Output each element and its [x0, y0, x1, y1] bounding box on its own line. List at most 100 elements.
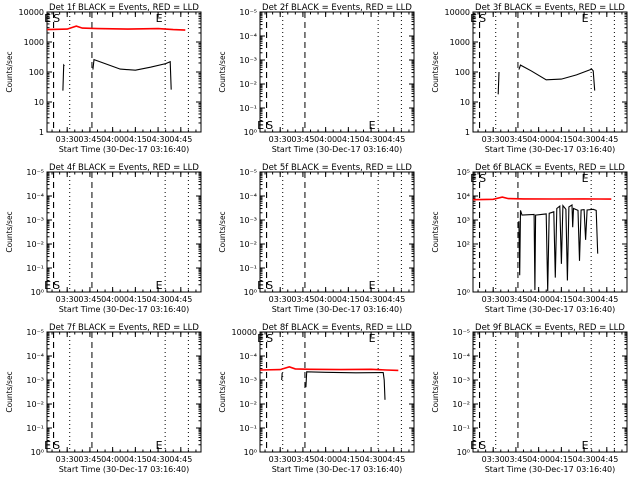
marker-label: E: [369, 279, 376, 292]
x-axis-label: Start Time (30-Dec-17 03:16:40): [272, 305, 403, 314]
x-tick-label: 04:45: [169, 295, 192, 304]
x-tick-label: 04:00: [527, 295, 550, 304]
y-tick-label: 10⁰: [457, 288, 470, 297]
detector-panel-6: Det 6f BLACK = Events, RED = LLD 10⁰ 10² 10…: [431, 163, 628, 314]
x-tick-label: 03:30: [482, 295, 505, 304]
x-tick-label: 04:45: [382, 135, 405, 144]
marker-label: E: [44, 439, 51, 452]
x-tick-label: 03:30: [56, 455, 79, 464]
x-axis-label: Start Time (30-Dec-17 03:16:40): [59, 305, 190, 314]
plot-frame: [259, 171, 415, 293]
x-axis-label: Start Time (30-Dec-17 03:16:40): [485, 465, 616, 474]
y-axis-label: Counts/sec: [5, 51, 14, 92]
plot-frame: [259, 331, 415, 453]
events-series-line: [305, 371, 386, 400]
panel-title: Det 3f BLACK = Events, RED = LLD: [475, 3, 625, 13]
marker-label: E: [582, 439, 589, 452]
y-tick-label: 10⁰: [244, 128, 257, 137]
y-axis-label: Counts/sec: [218, 51, 227, 92]
x-tick-label: 04:45: [382, 455, 405, 464]
marker-label: S: [266, 332, 273, 345]
y-tick-label: 10⁰: [244, 288, 257, 297]
x-tick-label: 04:15: [124, 295, 147, 304]
marker-label: E: [44, 279, 51, 292]
x-tick-label: 03:30: [269, 295, 292, 304]
x-tick-label: 03:30: [56, 135, 79, 144]
y-tick-label: 10⁻²: [26, 240, 44, 249]
y-axis-label: Counts/sec: [218, 371, 227, 412]
y-tick-label: 10⁻⁴: [452, 352, 470, 361]
y-tick-label: 10⁻⁴: [26, 192, 44, 201]
y-tick-label: 10⁻³: [239, 56, 257, 65]
x-tick-label: 03:45: [78, 135, 101, 144]
y-tick-label: 10⁻¹: [26, 424, 44, 433]
x-axis-label: Start Time (30-Dec-17 03:16:40): [485, 305, 616, 314]
x-tick-label: 04:15: [550, 135, 573, 144]
y-tick-label: 10⁻²: [26, 400, 44, 409]
x-tick-label: 03:45: [291, 455, 314, 464]
marker-label: E: [470, 12, 477, 25]
x-tick-label: 03:30: [56, 295, 79, 304]
y-axis-label: Counts/sec: [5, 211, 14, 252]
y-tick-label: 10000: [445, 8, 470, 17]
x-tick-label: 04:15: [550, 455, 573, 464]
y-tick-label: 100: [455, 68, 470, 77]
y-tick-label: 10⁻³: [239, 376, 257, 385]
y-tick-label: 10⁻²: [452, 400, 470, 409]
y-tick-label: 10⁻³: [452, 376, 470, 385]
x-tick-label: 04:45: [169, 455, 192, 464]
y-tick-label: 10⁻³: [26, 376, 44, 385]
y-tick-label: 10⁻²: [239, 400, 257, 409]
y-tick-label: 10⁻¹: [239, 424, 257, 433]
marker-label: E: [257, 279, 264, 292]
x-tick-label: 04:00: [314, 295, 337, 304]
lld-series-line: [46, 25, 186, 31]
y-tick-label: 10⁻⁵: [26, 168, 44, 177]
x-tick-label: 04:30: [573, 295, 596, 304]
x-tick-label: 04:30: [360, 295, 383, 304]
y-tick-label: 10⁻¹: [26, 264, 44, 273]
x-tick-label: 04:15: [337, 455, 360, 464]
x-tick-label: 04:30: [147, 455, 170, 464]
y-tick-label: 10²: [457, 240, 470, 249]
marker-label: E: [470, 439, 477, 452]
marker-label: E: [470, 172, 477, 185]
y-tick-label: 10⁻⁵: [239, 8, 257, 17]
detector-panel-2: Det 2f BLACK = Events, RED = LLD 10⁰ 10⁻¹ 1…: [218, 3, 415, 154]
panel-title: Det 9f BLACK = Events, RED = LLD: [475, 323, 625, 333]
y-tick-label: 10⁻⁴: [239, 32, 257, 41]
marker-label: E: [257, 332, 264, 345]
marker-label: E: [44, 12, 51, 25]
x-tick-label: 03:45: [78, 295, 101, 304]
events-series-line: [92, 58, 172, 90]
x-tick-label: 04:15: [124, 135, 147, 144]
x-tick-label: 04:30: [360, 135, 383, 144]
x-tick-label: 03:45: [504, 295, 527, 304]
marker-label: S: [53, 439, 60, 452]
y-tick-label: 10⁻⁵: [452, 328, 470, 337]
marker-label: E: [369, 119, 376, 132]
events-series-line: [497, 71, 500, 95]
y-tick-label: 10⁻⁵: [26, 328, 44, 337]
x-tick-label: 04:00: [101, 295, 124, 304]
x-tick-label: 04:15: [337, 135, 360, 144]
panel-title: Det 1f BLACK = Events, RED = LLD: [49, 3, 199, 13]
events-series-line: [281, 372, 283, 381]
plot-frame: [46, 331, 202, 453]
y-tick-label: 100: [29, 68, 44, 77]
lld-series-line: [472, 196, 612, 201]
marker-label: S: [53, 12, 60, 25]
x-tick-label: 03:45: [504, 135, 527, 144]
x-tick-label: 04:45: [595, 295, 618, 304]
y-tick-label: 10⁻⁴: [26, 352, 44, 361]
marker-label: E: [156, 439, 163, 452]
x-axis-label: Start Time (30-Dec-17 03:16:40): [272, 145, 403, 154]
y-tick-label: 10⁻²: [239, 240, 257, 249]
x-tick-label: 04:00: [101, 135, 124, 144]
x-tick-label: 04:45: [595, 455, 618, 464]
detector-panel-5: Det 5f BLACK = Events, RED = LLD 10⁰ 10⁻¹ 1…: [218, 163, 415, 314]
y-tick-label: 10⁰: [31, 448, 44, 457]
x-axis-label: Start Time (30-Dec-17 03:16:40): [272, 465, 403, 474]
marker-label: E: [257, 119, 264, 132]
panel-title: Det 2f BLACK = Events, RED = LLD: [262, 3, 412, 13]
